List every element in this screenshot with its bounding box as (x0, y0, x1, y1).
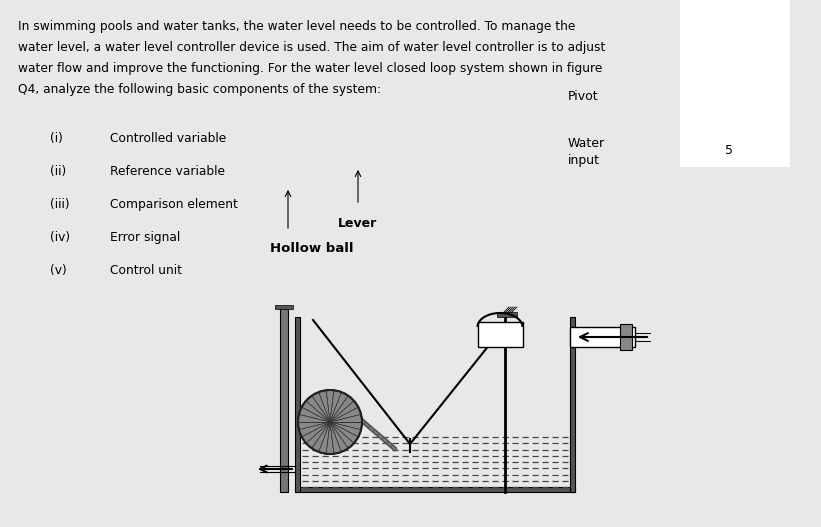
Text: (v): (v) (50, 264, 67, 277)
Text: In swimming pools and water tanks, the water level needs to be controlled. To ma: In swimming pools and water tanks, the w… (18, 20, 576, 33)
Text: Water
input: Water input (568, 137, 605, 167)
Text: (iv): (iv) (50, 231, 70, 244)
Text: Q4, analyze the following basic components of the system:: Q4, analyze the following basic componen… (18, 83, 381, 96)
Text: Control unit: Control unit (110, 264, 182, 277)
Text: water level, a water level controller device is used. The aim of water level con: water level, a water level controller de… (18, 41, 605, 54)
Bar (620, 324, 632, 350)
Text: (i): (i) (50, 132, 63, 145)
Bar (295, 487, 575, 492)
Bar (478, 322, 522, 347)
Text: (iii): (iii) (50, 198, 70, 211)
Bar (570, 317, 575, 492)
Text: Comparison element: Comparison element (110, 198, 238, 211)
Text: Lever: Lever (338, 217, 378, 230)
Bar (680, 0, 790, 167)
Bar (275, 305, 293, 309)
Text: Hollow ball: Hollow ball (270, 242, 354, 255)
Text: Pivot: Pivot (568, 91, 599, 103)
Text: Error signal: Error signal (110, 231, 181, 244)
Bar (497, 312, 517, 317)
Circle shape (298, 390, 362, 454)
Bar (280, 307, 288, 492)
Bar (295, 317, 300, 492)
Text: Controlled variable: Controlled variable (110, 132, 227, 145)
Text: water flow and improve the functioning. For the water level closed loop system s: water flow and improve the functioning. … (18, 62, 603, 75)
Text: Reference variable: Reference variable (110, 165, 225, 178)
Text: 5: 5 (726, 144, 733, 157)
Bar (570, 327, 635, 347)
Text: (ii): (ii) (50, 165, 67, 178)
